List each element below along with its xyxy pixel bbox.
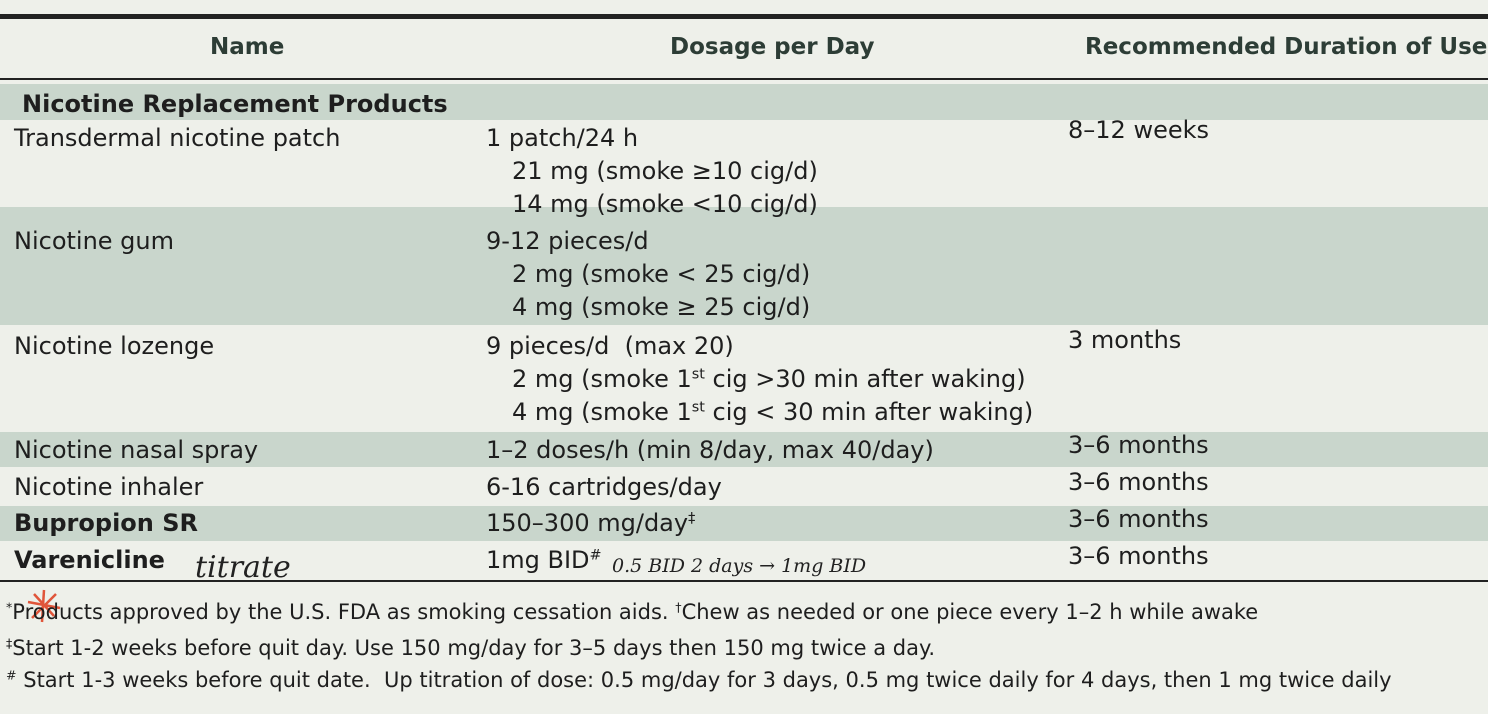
dosage-detail: 21 mg (smoke ≥10 cig/d): [512, 156, 818, 186]
footnote: # Start 1-3 weeks before quit date. Up t…: [6, 665, 1392, 695]
text-segment: #: [589, 547, 602, 564]
text-segment: cig >30 min after waking): [704, 365, 1026, 393]
column-header: Name: [210, 34, 285, 60]
text-segment: 4 mg (smoke 1: [512, 398, 692, 426]
text-segment: 1–2 doses/h (min 8/day, max 40/day): [486, 436, 934, 464]
red-star: [27, 589, 61, 623]
dosage: 1mg BID#: [486, 545, 602, 575]
footnote: ‡Start 1-2 weeks before quit day. Use 15…: [6, 633, 935, 663]
text-segment: ‡: [6, 635, 13, 651]
text-segment: 21 mg (smoke ≥10 cig/d): [512, 157, 818, 185]
text-segment: 4 mg (smoke ≥ 25 cig/d): [512, 293, 811, 321]
drug-name: Varenicline: [14, 546, 165, 574]
text-segment: Chew as needed or one piece every 1–2 h …: [681, 600, 1259, 624]
text-segment: 9-12 pieces/d: [486, 227, 649, 255]
duration: 3–6 months: [1068, 468, 1209, 496]
text-segment: st: [691, 399, 705, 416]
duration: 3–6 months: [1068, 542, 1209, 570]
column-header: Recommended Duration of Use: [1085, 34, 1488, 60]
section-title: Nicotine Replacement Products: [22, 90, 448, 118]
dosage-detail: 14 mg (smoke <10 cig/d): [512, 189, 818, 219]
text-segment: Start 1-2 weeks before quit day. Use 150…: [12, 636, 936, 660]
drug-name: Nicotine lozenge: [14, 332, 215, 360]
row-shading: [0, 84, 1488, 120]
text-segment: 9 pieces/d (max 20): [486, 332, 734, 360]
text-segment: 1 patch/24 h: [486, 124, 639, 152]
text-segment: Products approved by the U.S. FDA as smo…: [12, 600, 676, 624]
dosage: 1 patch/24 h: [486, 123, 638, 153]
duration: 3 months: [1068, 326, 1182, 354]
dosage-detail: 2 mg (smoke 1st cig >30 min after waking…: [512, 364, 1026, 394]
drug-name: Nicotine gum: [14, 227, 175, 255]
drug-name: Bupropion SR: [14, 509, 198, 537]
handwritten-note: titrate: [195, 550, 291, 585]
text-segment: 150–300 mg/day: [486, 509, 689, 537]
footnote: *Products approved by the U.S. FDA as sm…: [6, 597, 1258, 627]
handwritten-note: 0.5 BID 2 days → 1mg BID: [612, 555, 867, 577]
drug-name: Nicotine nasal spray: [14, 436, 259, 464]
header-rule: [0, 78, 1488, 80]
text-segment: 14 mg (smoke <10 cig/d): [512, 190, 818, 218]
text-segment: †: [675, 599, 682, 615]
column-header: Dosage per Day: [670, 34, 875, 60]
dosage: 1–2 doses/h (min 8/day, max 40/day): [486, 435, 934, 465]
dosage: 9 pieces/d (max 20): [486, 331, 734, 361]
text-segment: st: [691, 366, 705, 383]
text-segment: Start 1-3 weeks before quit date. Up tit…: [16, 668, 1392, 692]
text-segment: cig < 30 min after waking): [704, 398, 1034, 426]
dosage: 6-16 cartridges/day: [486, 472, 722, 502]
drug-name: Transdermal nicotine patch: [14, 124, 341, 152]
row-shading: [0, 432, 1488, 467]
duration: 3–6 months: [1068, 431, 1209, 459]
dosage-detail: 4 mg (smoke ≥ 25 cig/d): [512, 292, 810, 322]
drug-name: Nicotine inhaler: [14, 473, 204, 501]
row-shading: [0, 207, 1488, 325]
text-segment: 2 mg (smoke < 25 cig/d): [512, 260, 811, 288]
text-segment: ‡: [688, 510, 696, 527]
duration: 3–6 months: [1068, 505, 1209, 533]
top-rule: [0, 14, 1488, 19]
row-shading: [0, 506, 1488, 541]
dosage: 9-12 pieces/d: [486, 226, 649, 256]
dosage-detail: 4 mg (smoke 1st cig < 30 min after wakin…: [512, 397, 1033, 427]
bottom-rule: [0, 580, 1488, 582]
text-segment: #: [6, 667, 17, 683]
text-segment: 1mg BID: [486, 546, 590, 574]
text-segment: 2 mg (smoke 1: [512, 365, 692, 393]
duration: 8–12 weeks: [1068, 116, 1209, 144]
text-segment: 6-16 cartridges/day: [486, 473, 722, 501]
dosage-detail: 2 mg (smoke < 25 cig/d): [512, 259, 810, 289]
dosage: 150–300 mg/day‡: [486, 508, 695, 538]
text-segment: *: [6, 599, 13, 615]
